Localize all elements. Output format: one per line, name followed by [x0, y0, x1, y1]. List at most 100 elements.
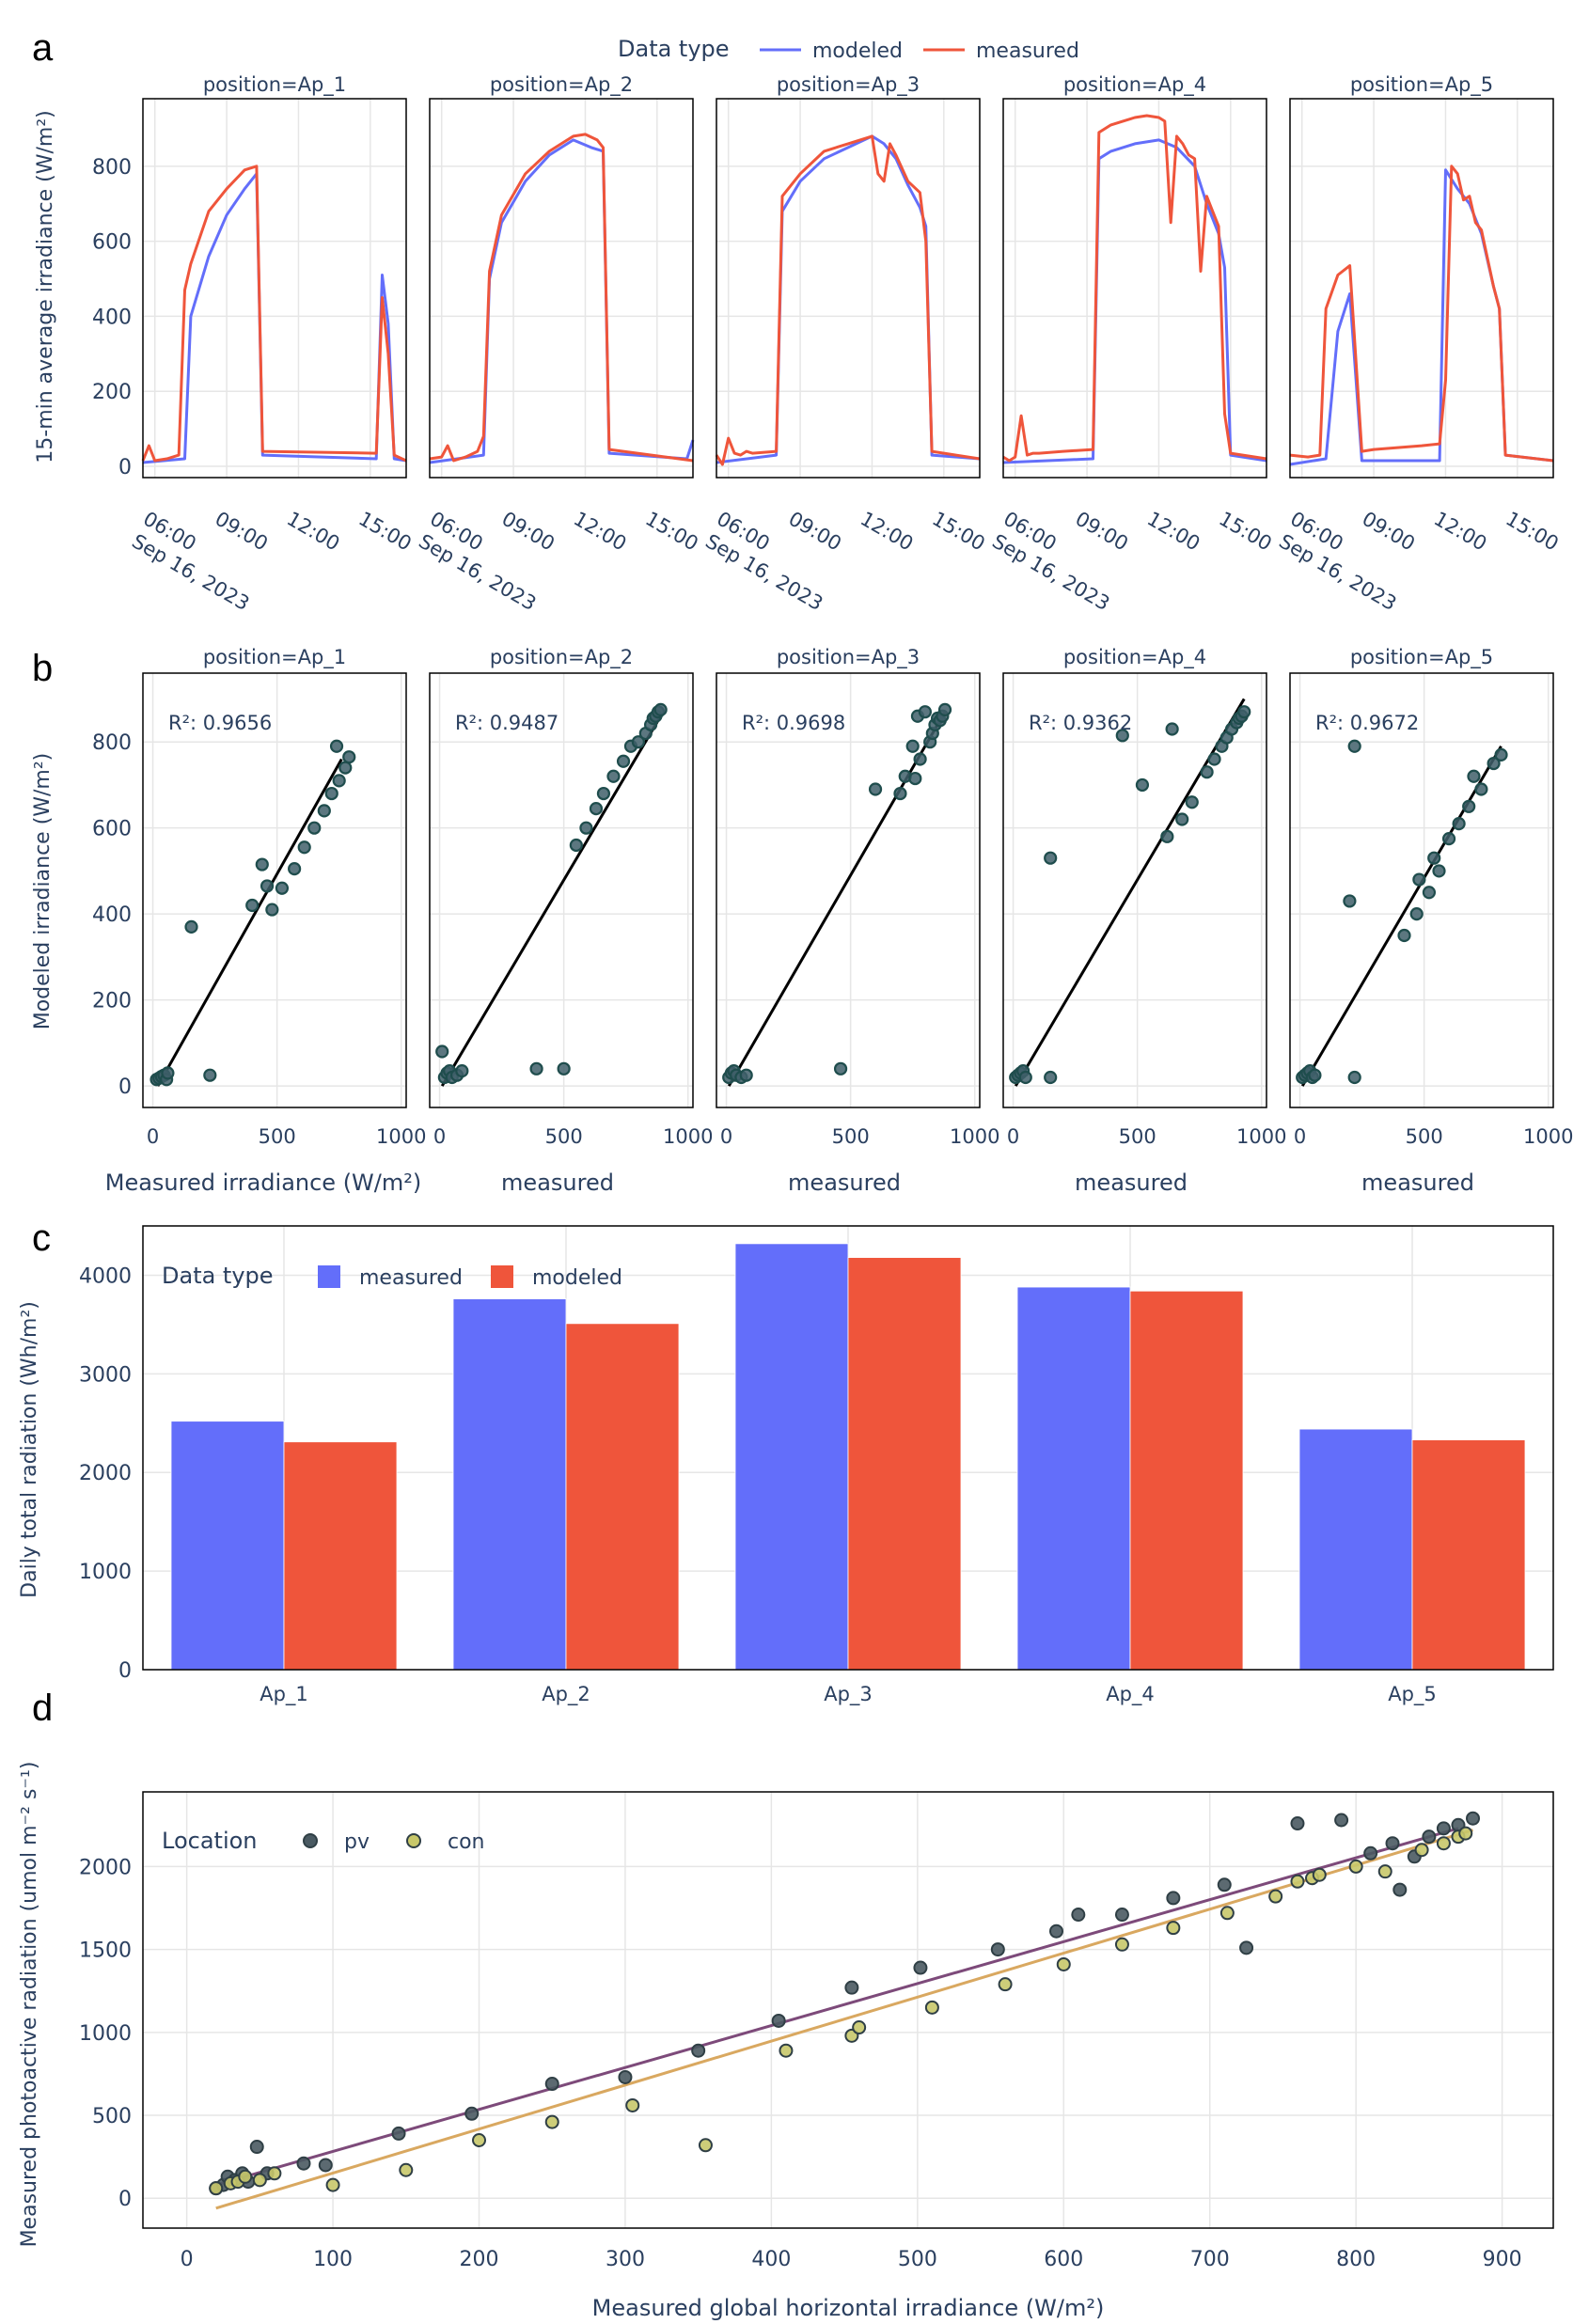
scatter-point-pv	[990, 1942, 1005, 1957]
scatter-point	[1422, 886, 1437, 900]
x-axis-label: measured	[1361, 1170, 1474, 1196]
scatter-point	[435, 1044, 449, 1059]
fit-line-con	[215, 1829, 1473, 2210]
legend-title: Location	[162, 1828, 258, 1854]
scatter-point-con	[1056, 1956, 1071, 1971]
scatter-point-pv	[1290, 1816, 1305, 1831]
series-line-measured	[1289, 165, 1554, 463]
scatter-point-con	[924, 2000, 939, 2015]
scatter-point-con	[209, 2181, 224, 2196]
scatter-point-con	[1348, 1859, 1363, 1874]
scatter-point	[1160, 829, 1174, 843]
legend-label-modeled: modeled	[812, 39, 903, 63]
scatter-point-con	[625, 2097, 640, 2112]
panel-letter-b: b	[32, 648, 53, 689]
scatter-point	[1409, 907, 1424, 921]
scatter-point-con	[852, 2020, 867, 2035]
plot-frame	[1002, 672, 1267, 1108]
scatter-point	[324, 786, 338, 801]
scatter-point	[288, 862, 302, 876]
y-tick-label: 0	[118, 456, 132, 479]
scatter-point	[1494, 747, 1508, 762]
scatter-point	[1175, 812, 1189, 826]
x-tick-label: 1000	[663, 1125, 713, 1148]
scatter-point	[579, 821, 593, 835]
x-tick-label: 09:00	[1072, 508, 1132, 556]
panel-letter-a: a	[32, 27, 54, 69]
scatter-point-con	[1436, 1836, 1451, 1851]
x-tick-label: Ap_3	[824, 1683, 873, 1706]
x-tick-label: 09:00	[498, 508, 559, 556]
x-tick-label: 700	[1190, 2248, 1230, 2271]
x-tick-label: 1000	[1236, 1125, 1286, 1148]
x-tick-label: 15:00	[1215, 508, 1275, 556]
y-tick-label: 1000	[79, 1561, 132, 1584]
bar-measured-Ap_3	[734, 1243, 849, 1671]
series-line-modeled	[1289, 168, 1554, 466]
x-tick-label: 0	[1007, 1125, 1019, 1148]
scatter-point-pv	[318, 2158, 333, 2173]
x-axis-label: measured	[788, 1170, 901, 1196]
scatter-point	[342, 750, 356, 764]
x-tick-label: 500	[1406, 1125, 1443, 1148]
bar-modeled-Ap_4	[1129, 1290, 1244, 1671]
scatter-point-con	[1377, 1864, 1392, 1879]
legend-title: Data type	[162, 1263, 274, 1289]
scatter-point-pv	[464, 2106, 480, 2121]
facet-1: position=Ap_1 R²: 0.9656 0 200 400 600 800 0 500…	[92, 646, 426, 1196]
scatter-point	[1207, 752, 1221, 766]
legend-swatch-measured	[318, 1265, 340, 1288]
facet-title: position=Ap_3	[777, 646, 920, 669]
panel-letter-d: d	[32, 1688, 53, 1729]
scatter-point	[1115, 729, 1129, 743]
y-tick-label: 3000	[79, 1363, 132, 1387]
scatter-point	[317, 804, 331, 818]
scatter-point	[653, 702, 668, 716]
scatter-point	[1474, 782, 1488, 796]
bar-modeled-Ap_3	[847, 1257, 962, 1671]
panel-c: Daily total radiation (Wh/m²) Ap_1 Ap_2 Ap_…	[18, 1225, 1554, 1706]
scatter-point-pv	[1114, 1908, 1129, 1923]
x-tick-label: 0	[433, 1125, 446, 1148]
legend-marker-pv	[303, 1833, 318, 1848]
scatter-point-pv	[1392, 1882, 1408, 1897]
scatter-point-con	[1290, 1874, 1305, 1889]
scatter-point	[557, 1061, 571, 1076]
scatter-point-pv	[1239, 1940, 1254, 1955]
y-tick-label: 0	[118, 1076, 132, 1099]
scatter-point	[893, 786, 907, 801]
scatter-point-con	[267, 2166, 282, 2181]
scatter-point	[1487, 756, 1501, 771]
panel-letter-c: c	[32, 1217, 51, 1259]
scatter-point	[631, 735, 645, 749]
facet-title: position=Ap_5	[1350, 73, 1493, 97]
x-tick-label: Ap_2	[542, 1683, 590, 1706]
scatter-point	[184, 919, 198, 934]
scatter-point	[1185, 795, 1199, 809]
scatter-point	[297, 840, 311, 855]
scatter-point	[616, 754, 631, 768]
x-axis-label: measured	[1075, 1170, 1188, 1196]
scatter-point-pv	[296, 2156, 311, 2171]
facet-title: position=Ap_3	[777, 73, 920, 97]
x-tick-label: 12:00	[283, 508, 343, 556]
plot-frame	[142, 98, 407, 479]
scatter-point	[1427, 851, 1441, 865]
scatter-point-con	[252, 2173, 267, 2188]
x-tick-label: Ap_4	[1106, 1683, 1155, 1706]
facet-title: position=Ap_1	[203, 646, 346, 669]
y-tick-label: 500	[92, 2105, 132, 2128]
series-line-measured	[1002, 114, 1267, 463]
scatter-point	[275, 881, 290, 895]
scatter-point-con	[544, 2114, 559, 2129]
x-axis-label: Measured global horizontal irradiance (W…	[592, 2295, 1105, 2321]
facet-title: position=Ap_1	[203, 73, 346, 97]
x-tick-label: 0	[1294, 1125, 1306, 1148]
scatter-point-con	[1312, 1867, 1327, 1882]
scatter-point-pv	[544, 2077, 559, 2092]
scatter-point-con	[998, 1977, 1013, 1992]
